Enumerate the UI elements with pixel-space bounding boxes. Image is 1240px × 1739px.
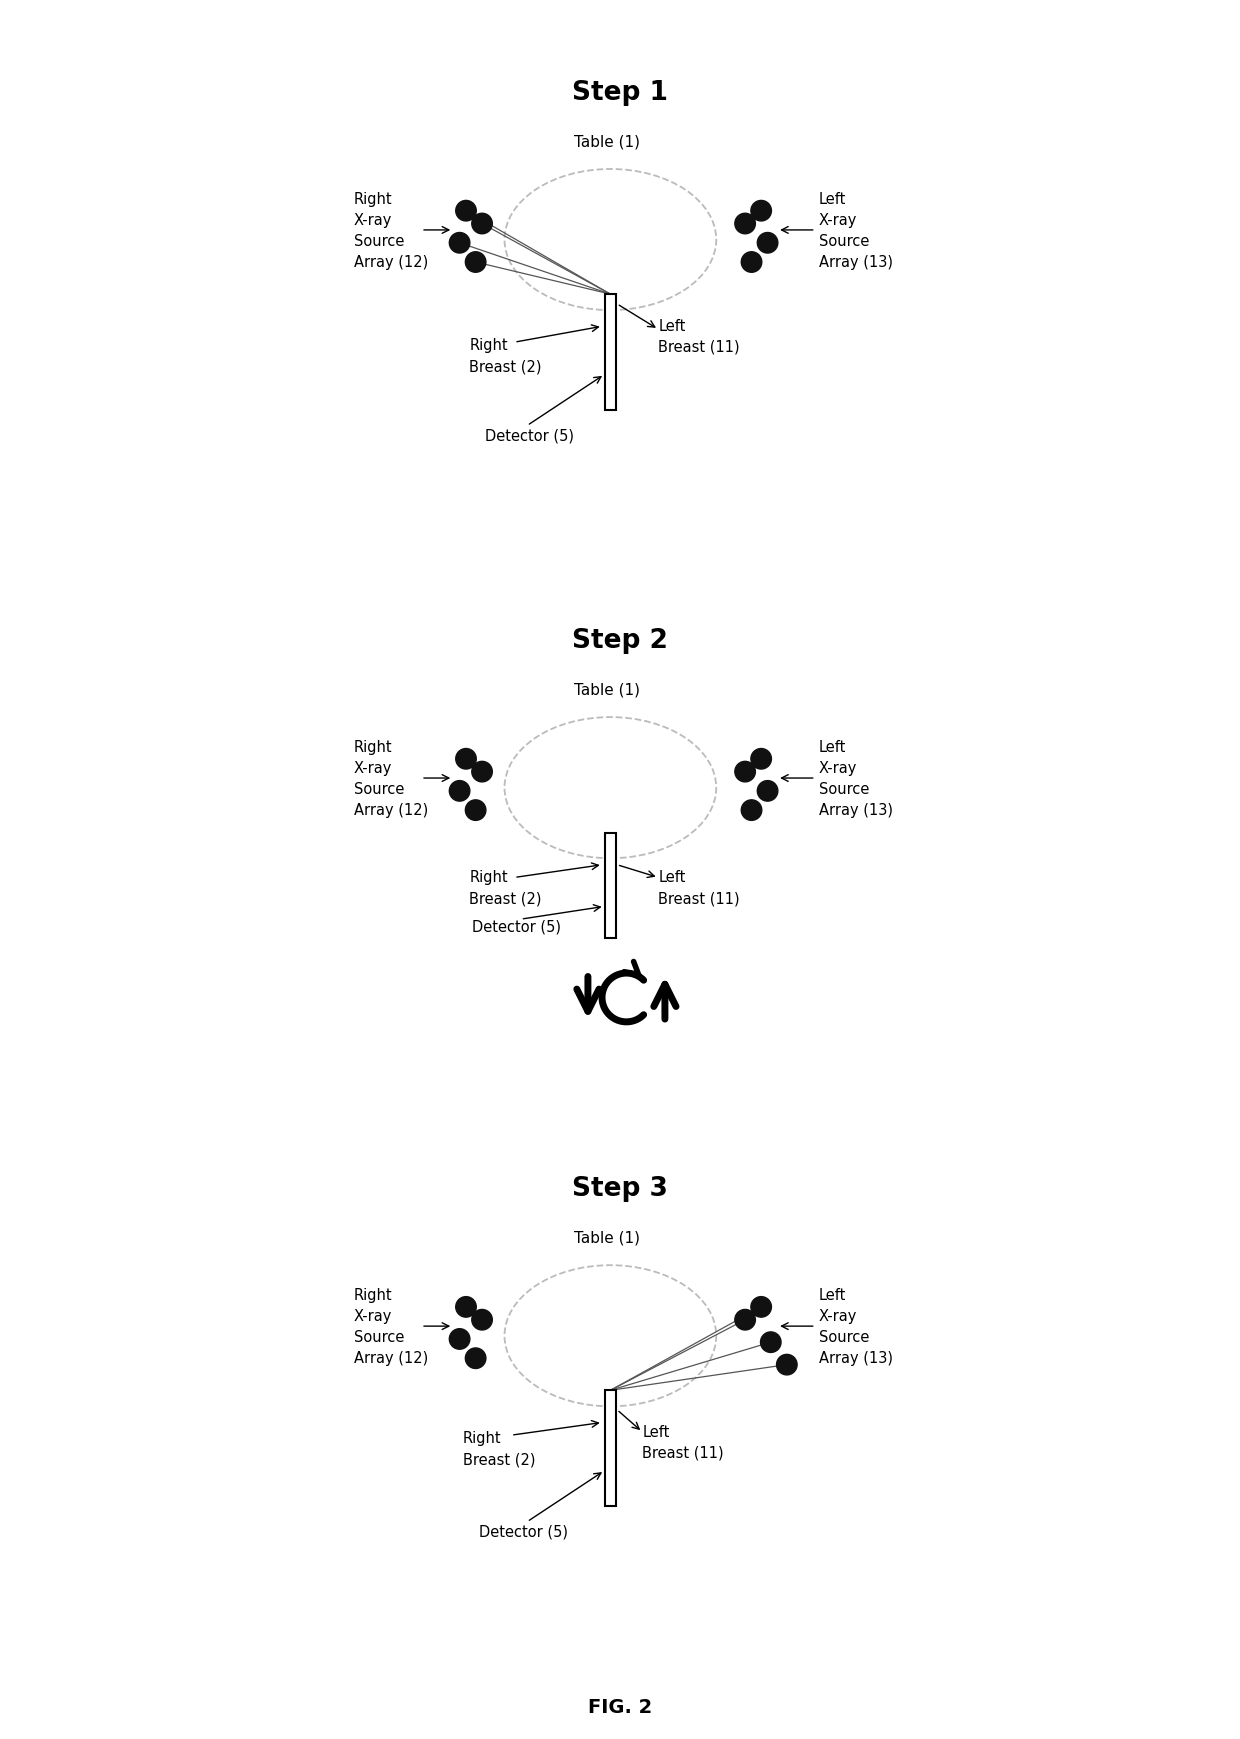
Circle shape [735, 214, 755, 235]
Circle shape [735, 762, 755, 783]
Circle shape [742, 252, 761, 273]
Circle shape [456, 1297, 476, 1318]
Text: Right
Breast (2): Right Breast (2) [469, 870, 542, 906]
Circle shape [776, 1355, 797, 1376]
Text: Step 2: Step 2 [572, 628, 668, 654]
Circle shape [760, 1332, 781, 1353]
Text: Left
X-ray
Source
Array (13): Left X-ray Source Array (13) [818, 739, 893, 817]
Circle shape [465, 1348, 486, 1369]
Circle shape [449, 233, 470, 254]
Text: Table (1): Table (1) [574, 134, 640, 150]
Circle shape [449, 1329, 470, 1349]
Circle shape [456, 750, 476, 770]
Text: Right
X-ray
Source
Array (12): Right X-ray Source Array (12) [353, 1287, 428, 1365]
Text: Right
Breast (2): Right Breast (2) [469, 337, 542, 374]
FancyBboxPatch shape [605, 833, 616, 939]
FancyBboxPatch shape [605, 1391, 616, 1506]
Text: FIG. 2: FIG. 2 [588, 1697, 652, 1716]
Circle shape [465, 252, 486, 273]
Text: Step 1: Step 1 [572, 80, 668, 106]
Circle shape [471, 1309, 492, 1330]
Circle shape [735, 1309, 755, 1330]
Text: Left
X-ray
Source
Array (13): Left X-ray Source Array (13) [818, 1287, 893, 1365]
Text: Table (1): Table (1) [574, 682, 640, 697]
Circle shape [758, 781, 777, 802]
Text: Left
Breast (11): Left Breast (11) [642, 1424, 724, 1459]
Text: Step 3: Step 3 [572, 1176, 668, 1202]
Text: Left
Breast (11): Left Breast (11) [658, 870, 740, 906]
Circle shape [751, 202, 771, 223]
Circle shape [742, 800, 761, 821]
Circle shape [471, 214, 492, 235]
Circle shape [751, 1297, 771, 1318]
Circle shape [456, 202, 476, 223]
Circle shape [751, 750, 771, 770]
Circle shape [449, 781, 470, 802]
Text: Right
Breast (2): Right Breast (2) [463, 1429, 536, 1466]
Text: Detector (5): Detector (5) [472, 918, 562, 934]
FancyBboxPatch shape [605, 296, 616, 410]
Text: Detector (5): Detector (5) [479, 1523, 568, 1539]
Text: Right
X-ray
Source
Array (12): Right X-ray Source Array (12) [353, 191, 428, 270]
Text: Table (1): Table (1) [574, 1229, 640, 1245]
Text: Left
Breast (11): Left Breast (11) [658, 318, 740, 355]
Text: Left
X-ray
Source
Array (13): Left X-ray Source Array (13) [818, 191, 893, 270]
Circle shape [471, 762, 492, 783]
Circle shape [758, 233, 777, 254]
Circle shape [465, 800, 486, 821]
Text: Right
X-ray
Source
Array (12): Right X-ray Source Array (12) [353, 739, 428, 817]
Text: Detector (5): Detector (5) [485, 428, 574, 443]
